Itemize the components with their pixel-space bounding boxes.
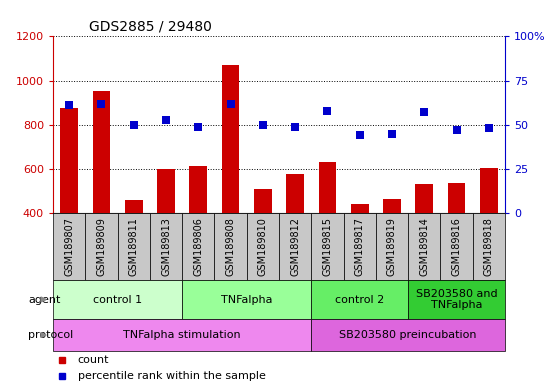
Text: GDS2885 / 29480: GDS2885 / 29480 xyxy=(89,20,212,34)
Bar xyxy=(182,280,311,319)
Text: GSM189819: GSM189819 xyxy=(387,217,397,276)
Point xyxy=(387,131,396,137)
Point xyxy=(355,132,364,139)
Bar xyxy=(415,184,433,213)
Text: control 1: control 1 xyxy=(93,295,142,305)
Bar xyxy=(157,169,175,213)
Bar xyxy=(222,65,239,213)
Bar xyxy=(182,213,214,280)
Text: GSM189814: GSM189814 xyxy=(419,217,429,276)
Bar xyxy=(311,280,408,319)
Text: GSM189808: GSM189808 xyxy=(225,217,235,276)
Text: count: count xyxy=(78,356,109,366)
Bar xyxy=(214,213,247,280)
Text: TNFalpha stimulation: TNFalpha stimulation xyxy=(123,330,241,340)
Bar xyxy=(85,213,118,280)
Point xyxy=(162,116,171,122)
Text: GSM189815: GSM189815 xyxy=(323,217,333,276)
Text: GSM189809: GSM189809 xyxy=(97,217,107,276)
Bar xyxy=(311,213,344,280)
Bar xyxy=(150,213,182,280)
Bar xyxy=(189,166,207,213)
Bar xyxy=(448,183,465,213)
Bar xyxy=(408,280,505,319)
Text: TNFalpha: TNFalpha xyxy=(221,295,272,305)
Text: GSM189813: GSM189813 xyxy=(161,217,171,276)
Text: SB203580 and
TNFalpha: SB203580 and TNFalpha xyxy=(416,289,497,310)
Bar xyxy=(473,213,505,280)
Bar xyxy=(60,108,78,213)
Bar xyxy=(311,319,505,351)
Point xyxy=(194,124,203,130)
Point xyxy=(129,122,138,128)
Text: GSM189818: GSM189818 xyxy=(484,217,494,276)
Bar xyxy=(279,213,311,280)
Point xyxy=(258,122,267,128)
Bar xyxy=(93,91,110,213)
Bar xyxy=(254,189,272,213)
Bar xyxy=(247,213,279,280)
Text: control 2: control 2 xyxy=(335,295,384,305)
Bar xyxy=(383,199,401,213)
Bar xyxy=(440,213,473,280)
Bar xyxy=(480,168,498,213)
Point xyxy=(452,127,461,133)
Bar xyxy=(53,213,85,280)
Text: GSM189812: GSM189812 xyxy=(290,217,300,276)
Bar xyxy=(408,213,440,280)
Text: GSM189806: GSM189806 xyxy=(193,217,203,276)
Text: GSM189811: GSM189811 xyxy=(129,217,139,276)
Text: protocol: protocol xyxy=(28,330,73,340)
Point xyxy=(97,101,106,107)
Bar xyxy=(125,200,143,213)
Point xyxy=(323,108,332,114)
Point xyxy=(484,125,493,131)
Text: SB203580 preincubation: SB203580 preincubation xyxy=(339,330,477,340)
Text: GSM189817: GSM189817 xyxy=(355,217,365,276)
Bar xyxy=(53,319,311,351)
Text: agent: agent xyxy=(28,295,60,305)
Text: GSM189807: GSM189807 xyxy=(64,217,74,276)
Text: GSM189816: GSM189816 xyxy=(451,217,461,276)
Bar xyxy=(376,213,408,280)
Bar xyxy=(344,213,376,280)
Point xyxy=(65,102,74,108)
Bar xyxy=(53,280,182,319)
Text: GSM189810: GSM189810 xyxy=(258,217,268,276)
Bar xyxy=(319,162,336,213)
Bar xyxy=(118,213,150,280)
Point xyxy=(291,124,300,130)
Bar xyxy=(286,174,304,213)
Text: percentile rank within the sample: percentile rank within the sample xyxy=(78,371,266,381)
Bar xyxy=(351,204,369,213)
Point xyxy=(420,109,429,116)
Point xyxy=(226,101,235,107)
